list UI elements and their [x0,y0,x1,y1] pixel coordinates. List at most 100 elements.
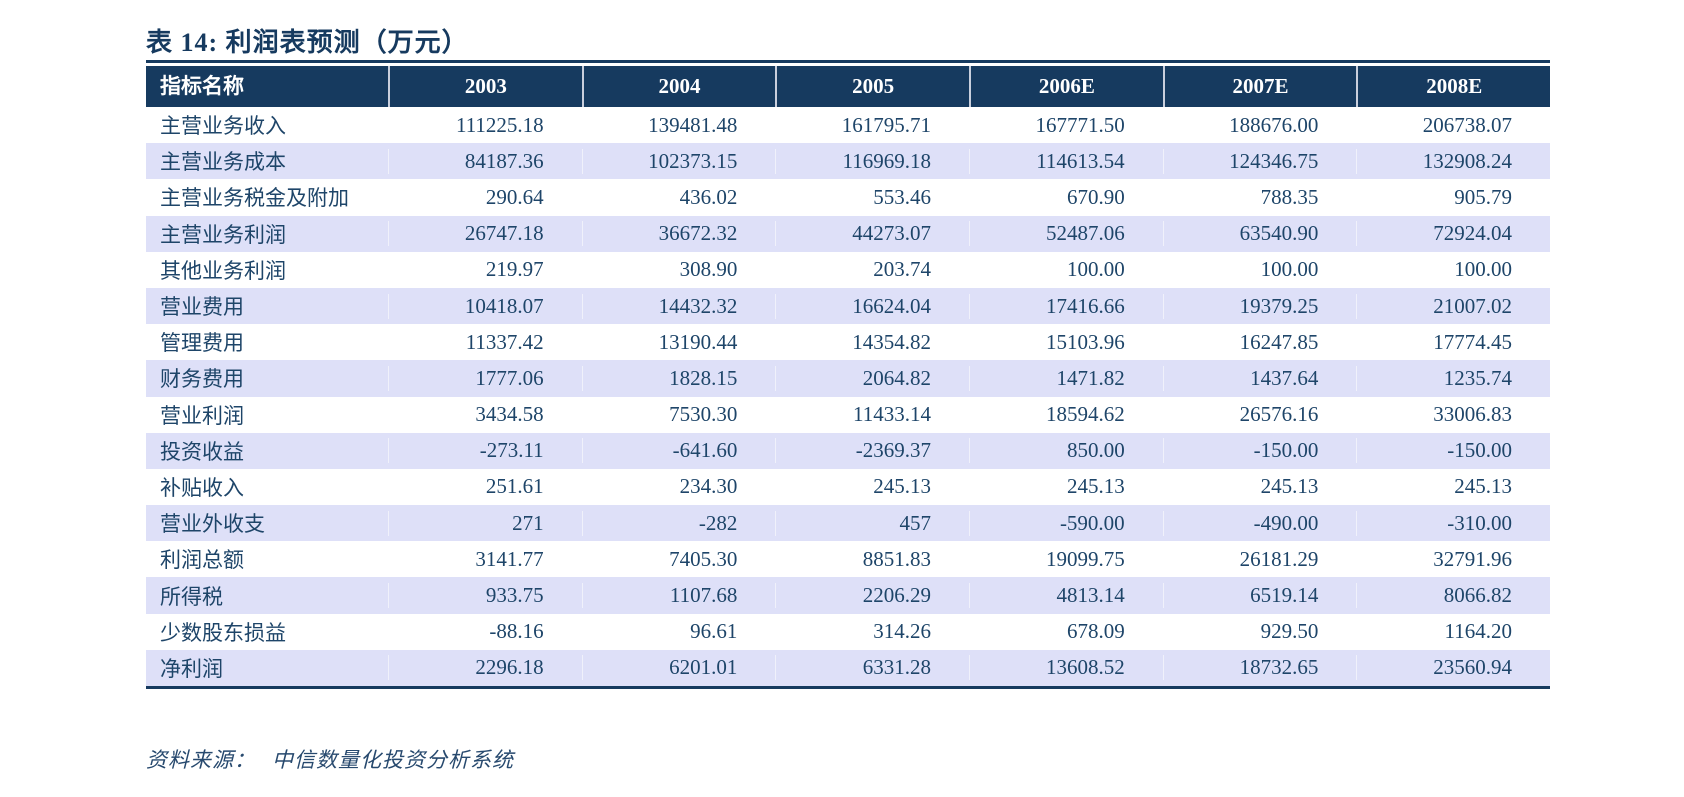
table-row: 净利润 2296.18 6201.01 6331.28 13608.52 18732.65… [146,649,1550,686]
cell-value: -150.00 [1163,438,1357,463]
cell-value: -310.00 [1356,511,1550,536]
cell-value: 23560.94 [1356,655,1550,680]
table-row: 财务费用 1777.06 1828.15 2064.82 1471.82 1437.64 1… [146,360,1550,397]
cell-value: 52487.06 [969,221,1163,246]
cell-value: 933.75 [388,583,582,608]
cell-value: 167771.50 [1035,112,1125,137]
table-header-row: 指标名称 2003 2004 2005 2006E 2007E 2008E [146,66,1550,107]
cell-value: -273.11 [388,438,582,463]
cell-value: 100.00 [1260,257,1319,282]
table-bottom-rule [146,686,1550,689]
cell-value: 36672.32 [582,221,776,246]
cell-value: 308.90 [679,257,738,282]
row-label: 营业费用 [160,295,244,320]
cell-value: 206738.07 [1422,112,1513,137]
cell-value: 8066.82 [1356,583,1550,608]
cell-value: 290.64 [485,184,544,209]
cell-value: 188676.00 [1229,112,1319,137]
cell-value: 245.13 [1260,474,1319,499]
cell-value: 203.74 [873,257,932,282]
row-label: 财务费用 [160,367,244,392]
cell-value: 1471.82 [969,366,1163,391]
cell-value: 8851.83 [862,546,932,571]
cell-value: 788.35 [1260,184,1319,209]
cell-value: 18732.65 [1163,655,1357,680]
cell-value: 6519.14 [1163,583,1357,608]
cell-value: 905.79 [1454,184,1513,209]
cell-value: 26747.18 [388,221,582,246]
cell-value: 245.13 [1066,474,1125,499]
table-row: 所得税 933.75 1107.68 2206.29 4813.14 6519.14 806… [146,577,1550,614]
cell-value: 16624.04 [775,294,969,319]
profit-forecast-table: 指标名称 2003 2004 2005 2006E 2007E 2008E 主营… [146,60,1550,689]
row-label: 补贴收入 [160,475,244,500]
table-row: 主营业务收入 111225.18 139481.48 161795.71 167771.… [146,107,1550,143]
cell-value: 11433.14 [853,402,932,427]
cell-value: 7405.30 [669,546,738,571]
cell-value: 14354.82 [852,329,932,354]
cell-value: 17416.66 [969,294,1163,319]
cell-value: 33006.83 [1433,402,1513,427]
cell-value: 16247.85 [1239,329,1319,354]
cell-value: 102373.15 [582,149,776,174]
cell-value: 161795.71 [841,112,932,137]
cell-value: 32791.96 [1433,546,1513,571]
row-label: 少数股东损益 [160,620,286,645]
cell-value: 114613.54 [969,149,1163,174]
row-label: 利润总额 [160,548,244,573]
cell-value: 19379.25 [1163,294,1357,319]
cell-value: 678.09 [1066,619,1125,644]
cell-value: -490.00 [1163,511,1357,536]
cell-value: 1107.68 [582,583,776,608]
cell-value: 111225.18 [455,112,544,137]
cell-value: 436.02 [679,184,738,209]
cell-value: 1777.06 [388,366,582,391]
row-label: 主营业务收入 [160,114,286,139]
header-indicator-name: 指标名称 [160,74,244,98]
cell-value: 271 [388,511,582,536]
cell-value: 670.90 [1066,184,1125,209]
cell-value: 7530.30 [669,402,738,427]
cell-value: 929.50 [1260,619,1319,644]
cell-value: -88.16 [489,619,544,644]
cell-value: 457 [775,511,969,536]
cell-value: 100.00 [1454,257,1513,282]
source-note: 资料来源： 中信数量化投资分析系统 [146,744,514,774]
table-row: 管理费用 11337.42 13190.44 14354.82 15103.96 1624… [146,324,1550,360]
cell-value: 314.26 [873,619,932,644]
table-row: 其他业务利润 219.97 308.90 203.74 100.00 100.00 100.… [146,252,1550,288]
table-row: 主营业务成本 84187.36 102373.15 116969.18 114613.5… [146,143,1550,180]
row-label: 所得税 [160,584,223,609]
cell-value: 6201.01 [582,655,776,680]
cell-value: 19099.75 [1045,546,1125,571]
row-label: 净利润 [160,656,223,681]
cell-value: 219.97 [485,257,544,282]
cell-value: 251.61 [485,474,544,499]
cell-value: 84187.36 [388,149,582,174]
header-2003: 2003 [388,66,582,107]
cell-value: 100.00 [1066,257,1125,282]
cell-value: 13190.44 [658,329,738,354]
cell-value: 245.13 [873,474,932,499]
cell-value: 44273.07 [775,221,969,246]
cell-value: 234.30 [679,474,738,499]
table-row: 营业费用 10418.07 14432.32 16624.04 17416.66 1937… [146,287,1550,325]
row-label: 营业利润 [160,403,244,428]
cell-value: 96.61 [690,619,738,644]
row-label: 主营业务税金及附加 [160,186,349,211]
cell-value: 139481.48 [648,112,738,137]
cell-value: -282 [582,511,776,536]
source-value: 中信数量化投资分析系统 [272,748,514,772]
table-row: 补贴收入 251.61 234.30 245.13 245.13 245.13 245.13 [146,469,1550,505]
cell-value: 1164.20 [1444,619,1513,644]
cell-value: 2206.29 [775,583,969,608]
cell-value: -641.60 [582,438,776,463]
row-label: 营业外收支 [160,512,265,537]
cell-value: 6331.28 [775,655,969,680]
cell-value: 245.13 [1454,474,1513,499]
cell-value: 15103.96 [1045,329,1125,354]
table-top-rule [146,60,1550,63]
cell-value: 2296.18 [388,655,582,680]
cell-value: 3434.58 [475,402,544,427]
cell-value: 3141.77 [475,546,544,571]
